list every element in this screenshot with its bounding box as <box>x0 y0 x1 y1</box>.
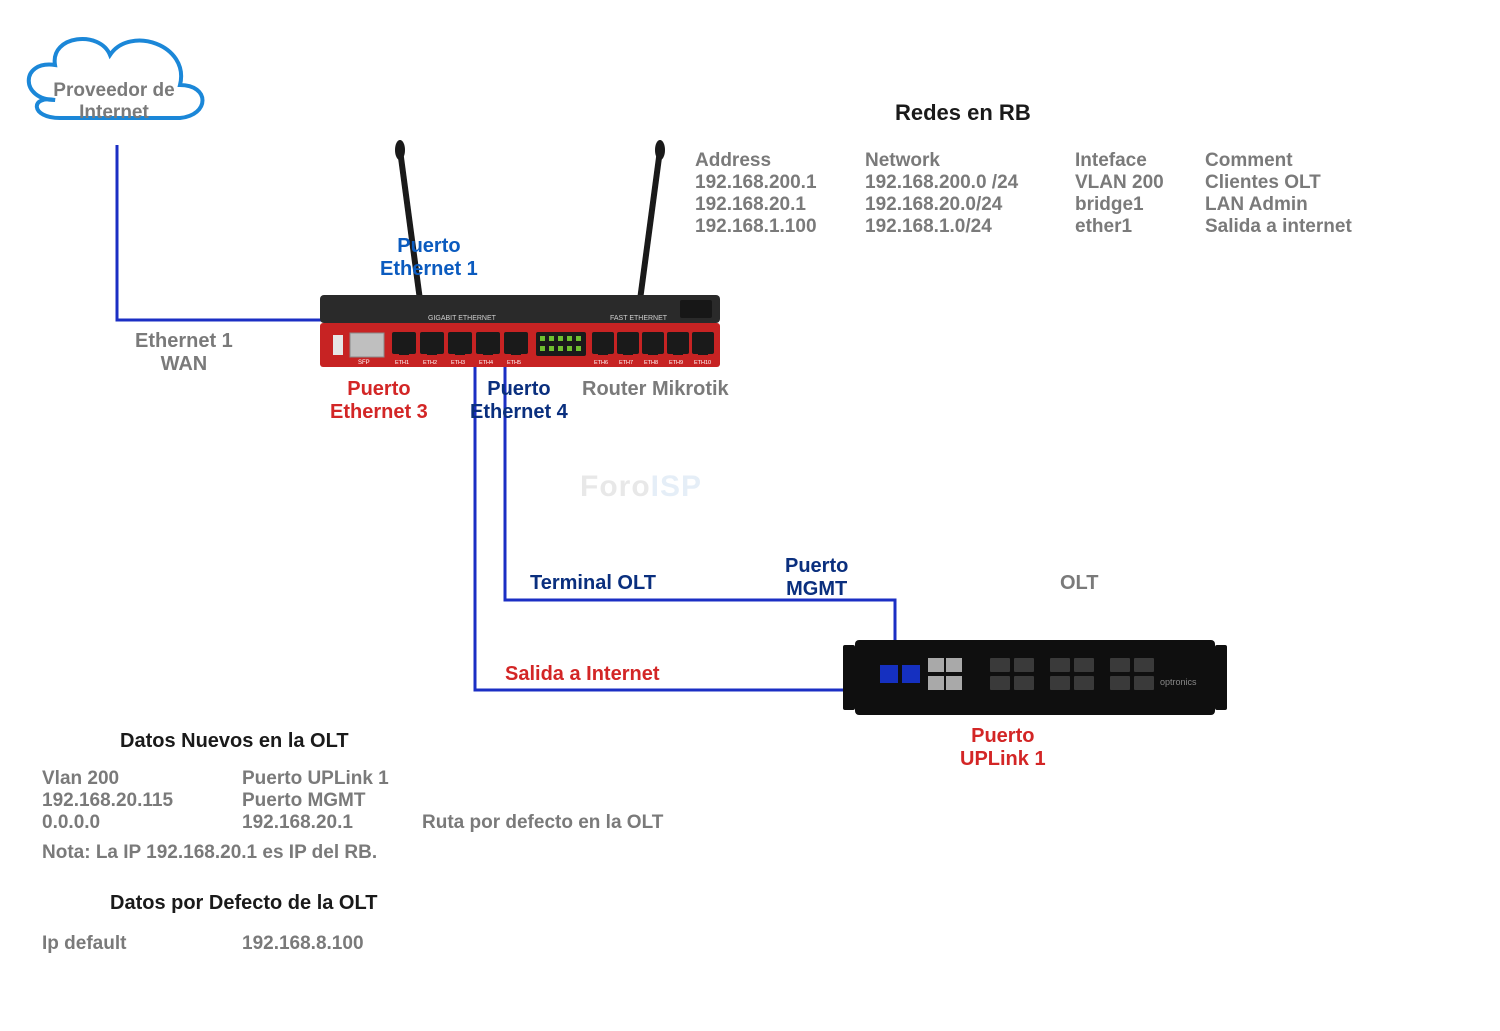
svg-text:GIGABIT ETHERNET: GIGABIT ETHERNET <box>428 315 497 322</box>
rb-cell: bridge1 <box>1075 194 1205 216</box>
svg-text:ETH8: ETH8 <box>644 360 658 366</box>
terminal-olt-text: Terminal OLT <box>530 572 656 594</box>
rb-cell: 192.168.200.1 <box>695 172 865 194</box>
svg-text:ETH5: ETH5 <box>507 360 521 366</box>
watermark: ForoISP <box>580 470 702 504</box>
puerto-mgmt-text: Puerto MGMT <box>785 555 848 600</box>
olt-cell: 192.168.20.1 <box>242 812 422 834</box>
rb-cell: Clientes OLT <box>1205 172 1375 194</box>
rb-cell: LAN Admin <box>1205 194 1375 216</box>
rb-table: Address Network Inteface Comment 192.168… <box>695 150 1375 238</box>
olt-name-label: OLT <box>1060 572 1099 595</box>
svg-text:FAST ETHERNET: FAST ETHERNET <box>610 315 668 322</box>
eth1-wan-line1: Ethernet 1 <box>135 330 233 353</box>
svg-text:ETH7: ETH7 <box>619 360 633 366</box>
olt-cell: Ip default <box>42 933 242 955</box>
olt-cell: Vlan 200 <box>42 768 242 790</box>
olt-default-title-text: Datos por Defecto de la OLT <box>110 892 377 914</box>
olt-default-row-0: Ip default 192.168.8.100 <box>42 933 722 955</box>
olt-cell: 192.168.8.100 <box>242 933 422 955</box>
olt-nuevos-table: Vlan 200 Puerto UPLink 1 192.168.20.115 … <box>42 768 722 834</box>
rb-table-title-text: Redes en RB <box>895 100 1031 125</box>
olt-cell: Puerto MGMT <box>242 790 422 812</box>
cloud-label: Proveedor de Internet <box>44 80 184 124</box>
puerto-eth3-label: Puerto Ethernet 3 <box>330 378 428 424</box>
rb-hdr-network: Network <box>865 150 1075 172</box>
olt-cell: Ruta por defecto en la OLT <box>422 812 722 834</box>
puerto-eth1-label: Puerto Ethernet 1 <box>380 235 478 281</box>
olt-default-table: Ip default 192.168.8.100 <box>42 933 722 955</box>
puerto-uplink-label: Puerto UPLink 1 <box>960 725 1046 771</box>
eth1-wan-line2: WAN <box>135 353 233 376</box>
olt-cell: 0.0.0.0 <box>42 812 242 834</box>
svg-text:ETH4: ETH4 <box>479 360 493 366</box>
eth1-wan-label: Ethernet 1 WAN <box>135 330 233 376</box>
rb-table-header-row: Address Network Inteface Comment <box>695 150 1375 172</box>
olt-cell <box>422 790 722 812</box>
olt-nuevos-title-text: Datos Nuevos en la OLT <box>120 730 349 752</box>
svg-text:ETH6: ETH6 <box>594 360 608 366</box>
olt-icon: optronics <box>843 640 1227 715</box>
puerto-eth4-text: Puerto Ethernet 4 <box>470 378 568 423</box>
rb-table-title: Redes en RB <box>895 100 1031 126</box>
olt-nuevos-row-2: 0.0.0.0 192.168.20.1 Ruta por defecto en… <box>42 812 722 834</box>
olt-cell <box>422 768 722 790</box>
rb-cell: Salida a internet <box>1205 216 1375 238</box>
svg-text:ETH9: ETH9 <box>669 360 683 366</box>
svg-text:ETH1: ETH1 <box>395 360 409 366</box>
olt-default-title: Datos por Defecto de la OLT <box>110 892 377 915</box>
rb-row-0: 192.168.200.1 192.168.200.0 /24 VLAN 200… <box>695 172 1375 194</box>
rb-row-2: 192.168.1.100 192.168.1.0/24 ether1 Sali… <box>695 216 1375 238</box>
puerto-mgmt-label: Puerto MGMT <box>785 555 848 601</box>
router-name-text: Router Mikrotik <box>582 378 729 400</box>
rb-cell: 192.168.200.0 /24 <box>865 172 1075 194</box>
svg-text:ETH2: ETH2 <box>423 360 437 366</box>
puerto-eth1-text: Puerto Ethernet 1 <box>380 235 478 280</box>
puerto-eth4-label: Puerto Ethernet 4 <box>470 378 568 424</box>
salida-internet-label: Salida a Internet <box>505 663 660 686</box>
watermark-part1: Foro <box>580 470 651 503</box>
router-name-label: Router Mikrotik <box>582 378 729 401</box>
rb-hdr-interface: Inteface <box>1075 150 1205 172</box>
olt-nuevos-title: Datos Nuevos en la OLT <box>120 730 349 753</box>
rb-row-1: 192.168.20.1 192.168.20.0/24 bridge1 LAN… <box>695 194 1375 216</box>
olt-nuevos-row-0: Vlan 200 Puerto UPLink 1 <box>42 768 722 790</box>
svg-text:ETH3: ETH3 <box>451 360 465 366</box>
rb-cell: 192.168.1.100 <box>695 216 865 238</box>
rb-cell: 192.168.1.0/24 <box>865 216 1075 238</box>
rb-hdr-address: Address <box>695 150 865 172</box>
salida-internet-text: Salida a Internet <box>505 663 660 685</box>
rb-cell: ether1 <box>1075 216 1205 238</box>
terminal-olt-label: Terminal OLT <box>530 572 656 595</box>
watermark-part2: ISP <box>651 470 702 503</box>
olt-cell: 192.168.20.115 <box>42 790 242 812</box>
olt-nuevos-note: Nota: La IP 192.168.20.1 es IP del RB. <box>42 842 377 864</box>
olt-cell: Puerto UPLink 1 <box>242 768 422 790</box>
rb-cell: 192.168.20.1 <box>695 194 865 216</box>
olt-nuevos-note-text: Nota: La IP 192.168.20.1 es IP del RB. <box>42 842 377 863</box>
cloud-label-text: Proveedor de Internet <box>53 80 174 123</box>
olt-nuevos-row-1: 192.168.20.115 Puerto MGMT <box>42 790 722 812</box>
svg-text:ETH10: ETH10 <box>694 360 711 366</box>
olt-name-text: OLT <box>1060 572 1099 594</box>
rb-cell: VLAN 200 <box>1075 172 1205 194</box>
svg-text:SFP: SFP <box>358 360 370 366</box>
olt-cell <box>422 933 722 955</box>
link-cloud-router <box>117 145 345 320</box>
puerto-uplink-text: Puerto UPLink 1 <box>960 725 1046 770</box>
svg-text:optronics: optronics <box>1160 677 1197 687</box>
puerto-eth3-text: Puerto Ethernet 3 <box>330 378 428 423</box>
rb-cell: 192.168.20.0/24 <box>865 194 1075 216</box>
rb-hdr-comment: Comment <box>1205 150 1375 172</box>
